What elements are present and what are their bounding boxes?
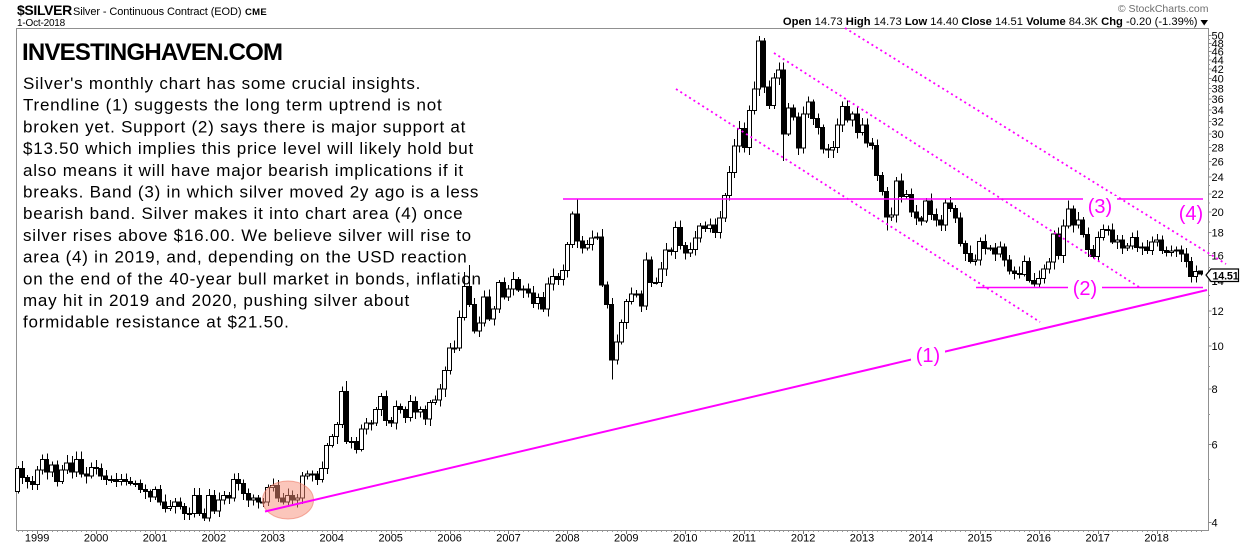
svg-text:34: 34: [1212, 105, 1224, 117]
svg-text:6: 6: [1212, 440, 1218, 452]
svg-text:silver rises above $16.00. We: silver rises above $16.00. We believe si…: [23, 226, 472, 245]
svg-text:36: 36: [1212, 94, 1224, 106]
svg-text:2009: 2009: [614, 533, 638, 545]
svg-text:40: 40: [1212, 74, 1224, 86]
svg-text:on the end of the 40-year bull: on the end of the 40-year bull market in…: [23, 269, 482, 288]
svg-text:24: 24: [1212, 172, 1224, 184]
svg-text:16: 16: [1212, 250, 1224, 262]
svg-text:2018: 2018: [1144, 533, 1168, 545]
svg-text:2006: 2006: [437, 533, 461, 545]
svg-text:(1): (1): [916, 345, 940, 367]
svg-text:2004: 2004: [319, 533, 343, 545]
svg-text:Silver's monthly chart has som: Silver's monthly chart has some crucial …: [23, 74, 421, 93]
svg-text:2015: 2015: [968, 533, 992, 545]
svg-text:32: 32: [1212, 117, 1224, 129]
svg-text:2012: 2012: [791, 533, 815, 545]
svg-text:Silver - Continuous Contract (: Silver - Continuous Contract (EOD): [73, 6, 241, 18]
svg-text:(4): (4): [1179, 203, 1203, 225]
svg-text:30: 30: [1212, 129, 1224, 141]
svg-text:bearish band. Silver makes it: bearish band. Silver makes it into chart…: [23, 204, 463, 223]
svg-text:Open 14.73 High 14.73 Low 14.4: Open 14.73 High 14.73 Low 14.40 Close 14…: [783, 16, 1198, 28]
svg-text:18: 18: [1212, 228, 1224, 240]
svg-text:area (4) in 2019, and, dependi: area (4) in 2019, and, depending on the …: [23, 248, 468, 267]
svg-text:2007: 2007: [496, 533, 520, 545]
svg-text:1-Oct-2018: 1-Oct-2018: [17, 18, 66, 29]
svg-text:48: 48: [1212, 38, 1224, 50]
svg-text:(3): (3): [1088, 196, 1112, 218]
svg-text:22: 22: [1212, 189, 1224, 201]
svg-text:2005: 2005: [378, 533, 402, 545]
svg-text:CME: CME: [245, 7, 267, 18]
svg-text:(2): (2): [1073, 278, 1097, 300]
svg-text:2010: 2010: [673, 533, 697, 545]
svg-text:formidable resistance at $21.5: formidable resistance at $21.50.: [23, 313, 290, 332]
svg-text:2011: 2011: [732, 533, 756, 545]
svg-text:2016: 2016: [1027, 533, 1051, 545]
svg-text:20: 20: [1212, 207, 1224, 219]
svg-text:may hit in 2019 and 2020, push: may hit in 2019 and 2020, pushing silver…: [23, 291, 410, 310]
svg-text:26: 26: [1212, 157, 1224, 169]
svg-text:Trendline (1) suggests the lon: Trendline (1) suggests the long term upt…: [23, 96, 442, 115]
svg-text:44: 44: [1212, 55, 1224, 67]
svg-text:4: 4: [1212, 518, 1218, 530]
svg-text:12: 12: [1212, 306, 1224, 318]
svg-text:42: 42: [1212, 64, 1224, 76]
svg-text:2014: 2014: [909, 533, 933, 545]
svg-text:14.51: 14.51: [1213, 271, 1239, 283]
svg-text:2013: 2013: [850, 533, 874, 545]
svg-text:50: 50: [1212, 31, 1224, 43]
svg-text:2002: 2002: [202, 533, 226, 545]
svg-text:2017: 2017: [1085, 533, 1109, 545]
svg-text:breaks. Band (3) in which silv: breaks. Band (3) in which silver moved 2…: [23, 183, 479, 202]
svg-text:$13.50 which implies this pric: $13.50 which implies this price level wi…: [23, 139, 474, 158]
svg-text:2001: 2001: [143, 533, 167, 545]
svg-text:INVESTINGHAVEN.COM: INVESTINGHAVEN.COM: [22, 39, 282, 66]
svg-text:38: 38: [1212, 83, 1224, 95]
svg-text:$SILVER: $SILVER: [17, 2, 72, 18]
svg-text:8: 8: [1212, 384, 1218, 396]
svg-text:10: 10: [1212, 341, 1224, 353]
svg-text:2008: 2008: [555, 533, 579, 545]
svg-text:broken yet. Support (2) says t: broken yet. Support (2) says there is ma…: [23, 117, 466, 136]
svg-text:also means it will have major: also means it will have major bearish im…: [23, 161, 464, 180]
svg-text:© StockCharts.com: © StockCharts.com: [1118, 3, 1209, 15]
svg-text:1999: 1999: [25, 533, 49, 545]
svg-text:2003: 2003: [261, 533, 285, 545]
svg-text:46: 46: [1212, 47, 1224, 59]
svg-text:2000: 2000: [84, 533, 108, 545]
svg-text:28: 28: [1212, 142, 1224, 154]
